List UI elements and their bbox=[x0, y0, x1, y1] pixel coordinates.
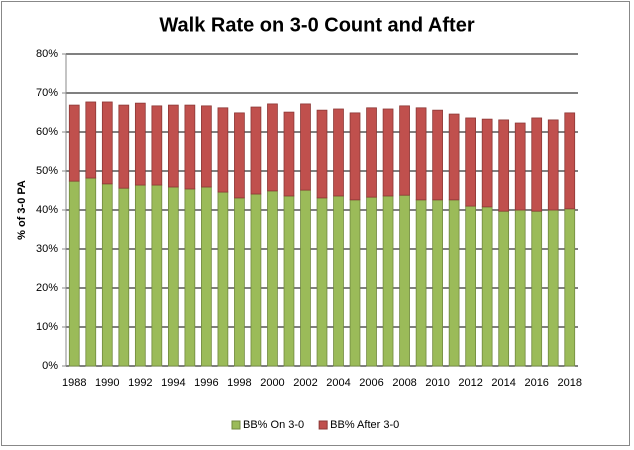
bar bbox=[399, 194, 410, 367]
x-tick-label: 1988 bbox=[62, 377, 86, 389]
y-tick-label: 60% bbox=[36, 126, 58, 138]
bar bbox=[101, 183, 113, 367]
bar bbox=[217, 191, 229, 367]
y-tick-label: 50% bbox=[36, 165, 58, 177]
bar bbox=[399, 105, 410, 196]
bar bbox=[68, 180, 80, 367]
x-tick-label: 1996 bbox=[194, 377, 218, 389]
bar bbox=[481, 206, 493, 367]
bar bbox=[564, 112, 576, 210]
bar bbox=[283, 111, 295, 197]
bar bbox=[514, 209, 526, 367]
bar bbox=[531, 117, 543, 212]
bar bbox=[234, 112, 245, 199]
bar bbox=[547, 209, 559, 367]
bar bbox=[448, 199, 460, 367]
x-tick-label: 2008 bbox=[392, 377, 416, 389]
bar bbox=[167, 186, 179, 367]
x-tick-label: 1990 bbox=[95, 377, 119, 389]
bar bbox=[514, 122, 526, 211]
y-tick-label: 40% bbox=[36, 204, 58, 216]
bar bbox=[184, 104, 196, 190]
bar bbox=[564, 208, 576, 367]
bar bbox=[300, 189, 311, 367]
x-tick-label: 2004 bbox=[326, 377, 350, 389]
bar bbox=[234, 197, 245, 367]
bar bbox=[167, 104, 179, 188]
bar bbox=[267, 103, 278, 192]
x-tick-label: 2000 bbox=[260, 377, 284, 389]
bar bbox=[118, 104, 130, 189]
bar bbox=[333, 195, 344, 367]
y-tick-label: 10% bbox=[36, 321, 58, 333]
x-tick-label: 1994 bbox=[161, 377, 185, 389]
bar bbox=[481, 118, 493, 208]
y-tick-label: 80% bbox=[36, 48, 58, 60]
x-tick-label: 2012 bbox=[458, 377, 482, 389]
bar bbox=[382, 195, 394, 367]
x-tick-label: 2002 bbox=[293, 377, 317, 389]
bar bbox=[151, 184, 163, 367]
bar bbox=[531, 210, 543, 367]
bar bbox=[267, 190, 278, 367]
legend-label: BB% After 3-0 bbox=[330, 419, 399, 431]
y-axis-title: % of 3-0 PA bbox=[16, 180, 28, 240]
bar bbox=[68, 104, 80, 182]
bar bbox=[432, 199, 443, 367]
bar bbox=[498, 119, 510, 212]
y-tick-label: 20% bbox=[36, 282, 58, 294]
y-tick-label: 70% bbox=[36, 87, 58, 99]
legend-swatch bbox=[318, 420, 328, 430]
bar bbox=[283, 195, 295, 367]
bar bbox=[333, 108, 344, 197]
x-tick-label: 2016 bbox=[524, 377, 548, 389]
chart-title: Walk Rate on 3-0 Count and After bbox=[159, 14, 474, 36]
bar bbox=[382, 108, 394, 197]
bar bbox=[151, 105, 163, 186]
bar bbox=[349, 112, 361, 201]
x-tick-label: 2018 bbox=[557, 377, 581, 389]
bar bbox=[101, 101, 113, 185]
bar bbox=[134, 102, 146, 186]
bar bbox=[184, 188, 196, 367]
bar bbox=[415, 107, 427, 201]
bar bbox=[349, 199, 361, 367]
legend-label: BB% On 3-0 bbox=[243, 419, 304, 431]
bar bbox=[465, 205, 476, 367]
bar bbox=[448, 113, 460, 201]
bar bbox=[366, 196, 377, 367]
bar bbox=[366, 107, 377, 198]
bar bbox=[316, 109, 328, 199]
bar bbox=[85, 177, 97, 367]
bar bbox=[201, 105, 212, 188]
bar bbox=[201, 186, 212, 367]
x-tick-label: 2014 bbox=[491, 377, 515, 389]
bar bbox=[85, 101, 97, 179]
bar bbox=[432, 109, 443, 201]
bar bbox=[465, 117, 476, 207]
bar bbox=[217, 107, 229, 193]
bar bbox=[118, 187, 130, 367]
bar bbox=[250, 193, 262, 367]
y-tick-label: 30% bbox=[36, 243, 58, 255]
legend-swatch bbox=[231, 420, 241, 430]
x-tick-label: 1998 bbox=[227, 377, 251, 389]
bar bbox=[300, 103, 311, 191]
bar bbox=[498, 210, 510, 367]
y-tick-label: 0% bbox=[42, 360, 58, 372]
bar bbox=[547, 119, 559, 211]
x-tick-label: 2006 bbox=[359, 377, 383, 389]
bar bbox=[415, 199, 427, 367]
bar bbox=[134, 184, 146, 367]
bar bbox=[250, 106, 262, 195]
x-tick-label: 1992 bbox=[128, 377, 152, 389]
bar bbox=[316, 197, 328, 367]
x-tick-label: 2010 bbox=[425, 377, 449, 389]
